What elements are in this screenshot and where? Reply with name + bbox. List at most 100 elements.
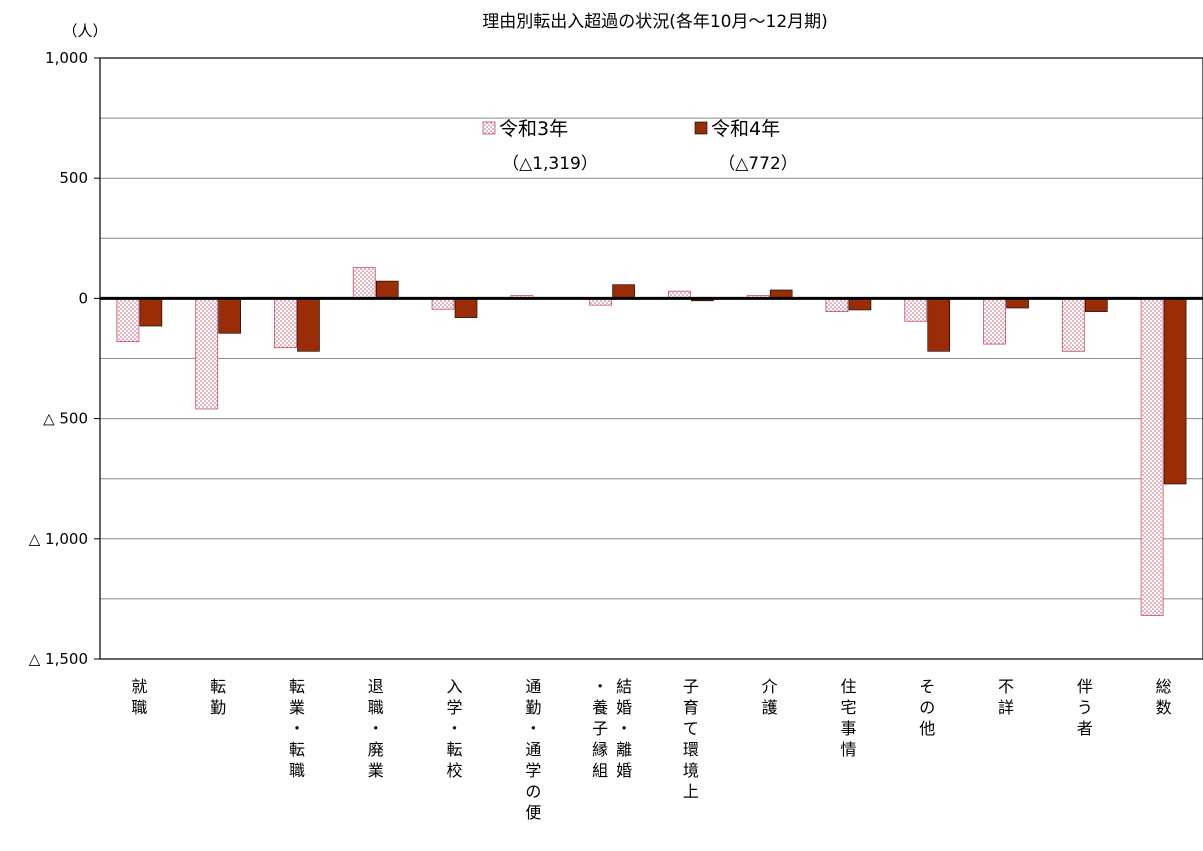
bar-reiwa4: [376, 281, 398, 298]
category-char: て: [683, 719, 699, 738]
legend-swatch-2022: [695, 122, 707, 134]
category-char: 廃: [368, 740, 384, 759]
bar-reiwa3: [826, 298, 848, 311]
category-char: 結: [616, 677, 632, 696]
category-label: 総数: [1156, 677, 1172, 717]
category-char: 職: [289, 761, 305, 780]
category-char: 転: [210, 677, 226, 696]
bar-reiwa3: [432, 298, 454, 309]
category-char: 業: [368, 761, 384, 780]
category-char: 通: [525, 740, 541, 759]
bar-reiwa3: [1141, 298, 1163, 615]
category-char: 住: [840, 677, 856, 696]
bar-reiwa4: [1085, 298, 1107, 311]
category-char: ・: [592, 677, 608, 696]
category-char: 退: [368, 677, 384, 696]
category-label: 伴う者: [1077, 677, 1093, 738]
legend: 令和3年 （△1,319） 令和4年 （△772）: [483, 118, 798, 174]
category-char: 育: [683, 698, 699, 717]
bar-reiwa3: [905, 298, 927, 321]
category-label: 転勤: [210, 677, 226, 717]
category-char: 就: [131, 677, 147, 696]
category-char: ・: [525, 719, 541, 738]
y-tick-label: △ 1,500: [29, 650, 88, 668]
legend-total-2022: （△772）: [718, 154, 798, 174]
category-char: 伴: [1077, 677, 1093, 696]
category-char: 転: [289, 677, 305, 696]
bar-reiwa4: [613, 285, 635, 299]
category-char: 環: [683, 740, 699, 759]
category-char: 転: [447, 740, 463, 759]
category-char: 護: [762, 698, 778, 717]
category-char: 他: [919, 719, 935, 738]
category-char: 転: [289, 740, 305, 759]
category-char: そ: [919, 677, 935, 696]
chart-title: 理由別転出入超過の状況(各年10月～12月期): [482, 12, 828, 32]
y-axis-ticks: 1,000 500 0 △ 500 △ 1,000 △ 1,500: [29, 49, 100, 668]
category-char: 婚: [616, 698, 632, 717]
category-char: の: [525, 782, 541, 801]
bar-reiwa3: [984, 298, 1006, 344]
bar-reiwa4: [455, 298, 477, 317]
category-char: 詳: [998, 698, 1014, 717]
category-char: 離: [616, 740, 632, 759]
category-label: 退職・廃業: [368, 677, 384, 780]
category-char: 職: [368, 698, 384, 717]
bar-reiwa4: [297, 298, 319, 351]
category-char: 校: [447, 761, 463, 780]
category-char: 通: [525, 677, 541, 696]
category-label: 不詳: [998, 677, 1014, 717]
category-char: 婚: [616, 761, 632, 780]
category-char: 境: [683, 761, 699, 780]
category-char: 職: [131, 698, 147, 717]
category-char: 勤: [210, 698, 226, 717]
category-char: 上: [683, 782, 699, 801]
bars: [117, 268, 1186, 616]
category-char: 入: [447, 677, 463, 696]
legend-label-2021: 令和3年: [499, 118, 568, 140]
bar-reiwa3: [274, 298, 296, 347]
y-axis-unit: （人）: [62, 22, 107, 40]
bar-reiwa3: [117, 298, 139, 341]
y-tick-label: △ 500: [43, 410, 88, 428]
category-char: 情: [840, 740, 856, 759]
category-label: 結婚・離婚・養子縁組: [592, 677, 632, 780]
bar-reiwa3: [1062, 298, 1084, 351]
category-char: 子: [592, 719, 608, 738]
bar-reiwa3: [353, 268, 375, 299]
category-char: 養: [592, 698, 608, 717]
bar-reiwa4: [849, 298, 871, 310]
bar-reiwa3: [196, 298, 218, 409]
category-char: 不: [998, 677, 1014, 696]
y-tick-label: 500: [59, 169, 88, 187]
category-char: ・: [616, 719, 632, 738]
category-label: 介護: [762, 677, 778, 717]
legend-label-2022: 令和4年: [711, 118, 780, 140]
category-char: ・: [447, 719, 463, 738]
category-char: う: [1077, 698, 1093, 717]
y-tick-label: 1,000: [45, 49, 88, 67]
bar-reiwa4: [928, 298, 950, 351]
category-label: その他: [919, 677, 935, 738]
category-char: 事: [840, 719, 856, 738]
category-char: 総: [1156, 677, 1172, 696]
category-char: 子: [683, 677, 699, 696]
category-label: 転業・転職: [289, 677, 305, 780]
category-char: 介: [762, 677, 778, 696]
category-char: 数: [1156, 698, 1172, 717]
bar-reiwa4: [1164, 298, 1186, 484]
category-char: 業: [289, 698, 305, 717]
category-char: 学: [447, 698, 463, 717]
bar-reiwa4: [140, 298, 162, 326]
category-char: 勤: [525, 698, 541, 717]
y-tick-label: 0: [78, 289, 88, 307]
category-label: 就職: [131, 677, 147, 717]
x-axis-categories: 就職転勤転業・転職退職・廃業入学・転校通勤・通学の便結婚・離婚・養子縁組子育て環…: [131, 677, 1171, 822]
gridlines: [100, 118, 1203, 599]
category-char: 便: [525, 803, 541, 822]
category-char: 組: [592, 761, 608, 780]
category-char: 学: [525, 761, 541, 780]
